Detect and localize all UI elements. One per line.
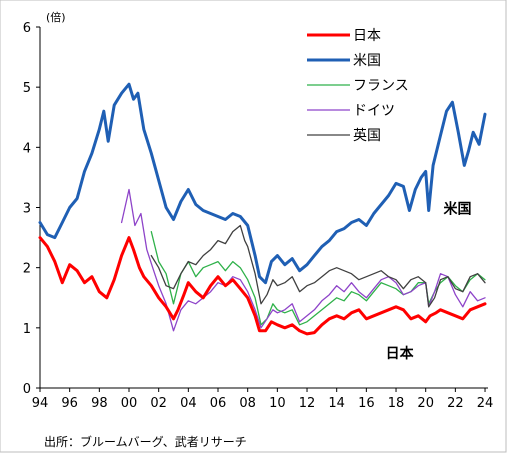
y-tick-label: 4 bbox=[23, 141, 31, 156]
annotation-1: 日本 bbox=[386, 345, 415, 362]
x-tick-label: 14 bbox=[328, 396, 345, 411]
annotation-0: 米国 bbox=[443, 201, 471, 218]
series-lines bbox=[38, 82, 487, 336]
series-line-4 bbox=[150, 224, 486, 308]
x-tick-label: 00 bbox=[121, 396, 138, 411]
x-tick-label: 06 bbox=[210, 396, 227, 411]
x-tick-label: 24 bbox=[477, 396, 494, 411]
x-tick-label: 08 bbox=[239, 396, 256, 411]
x-tick-label: 22 bbox=[447, 396, 464, 411]
y-tick-label: 1 bbox=[23, 322, 31, 337]
legend-label-0: 日本 bbox=[353, 28, 381, 44]
legend-label-3: ドイツ bbox=[353, 103, 395, 119]
y-tick-label: 5 bbox=[23, 81, 31, 96]
y-axis-unit-label: (倍) bbox=[46, 10, 66, 24]
x-tick-label: 16 bbox=[358, 396, 375, 411]
y-tick-label: 2 bbox=[23, 262, 31, 277]
x-tick-label: 02 bbox=[150, 396, 167, 411]
x-tick-label: 18 bbox=[388, 396, 405, 411]
y-tick-label: 3 bbox=[23, 202, 31, 217]
x-tick-label: 10 bbox=[269, 396, 286, 411]
x-tick-label: 20 bbox=[417, 396, 434, 411]
series-line-1 bbox=[38, 82, 487, 285]
y-tick-label: 0 bbox=[23, 382, 31, 397]
x-tick-label: 96 bbox=[61, 396, 78, 411]
series-line-2 bbox=[150, 230, 486, 326]
legend-label-2: フランス bbox=[353, 78, 409, 94]
y-tick-label: 6 bbox=[23, 21, 31, 36]
legend-label-1: 米国 bbox=[353, 53, 381, 69]
legend-label-4: 英国 bbox=[353, 127, 381, 144]
x-tick-label: 94 bbox=[32, 396, 49, 411]
series-line-0 bbox=[38, 236, 487, 336]
source-note: 出所：ブルームバーグ、武者リサーチ bbox=[44, 434, 247, 449]
x-tick-label: 12 bbox=[299, 396, 316, 411]
x-tick-label: 98 bbox=[91, 396, 108, 411]
x-tick-label: 04 bbox=[180, 396, 197, 411]
